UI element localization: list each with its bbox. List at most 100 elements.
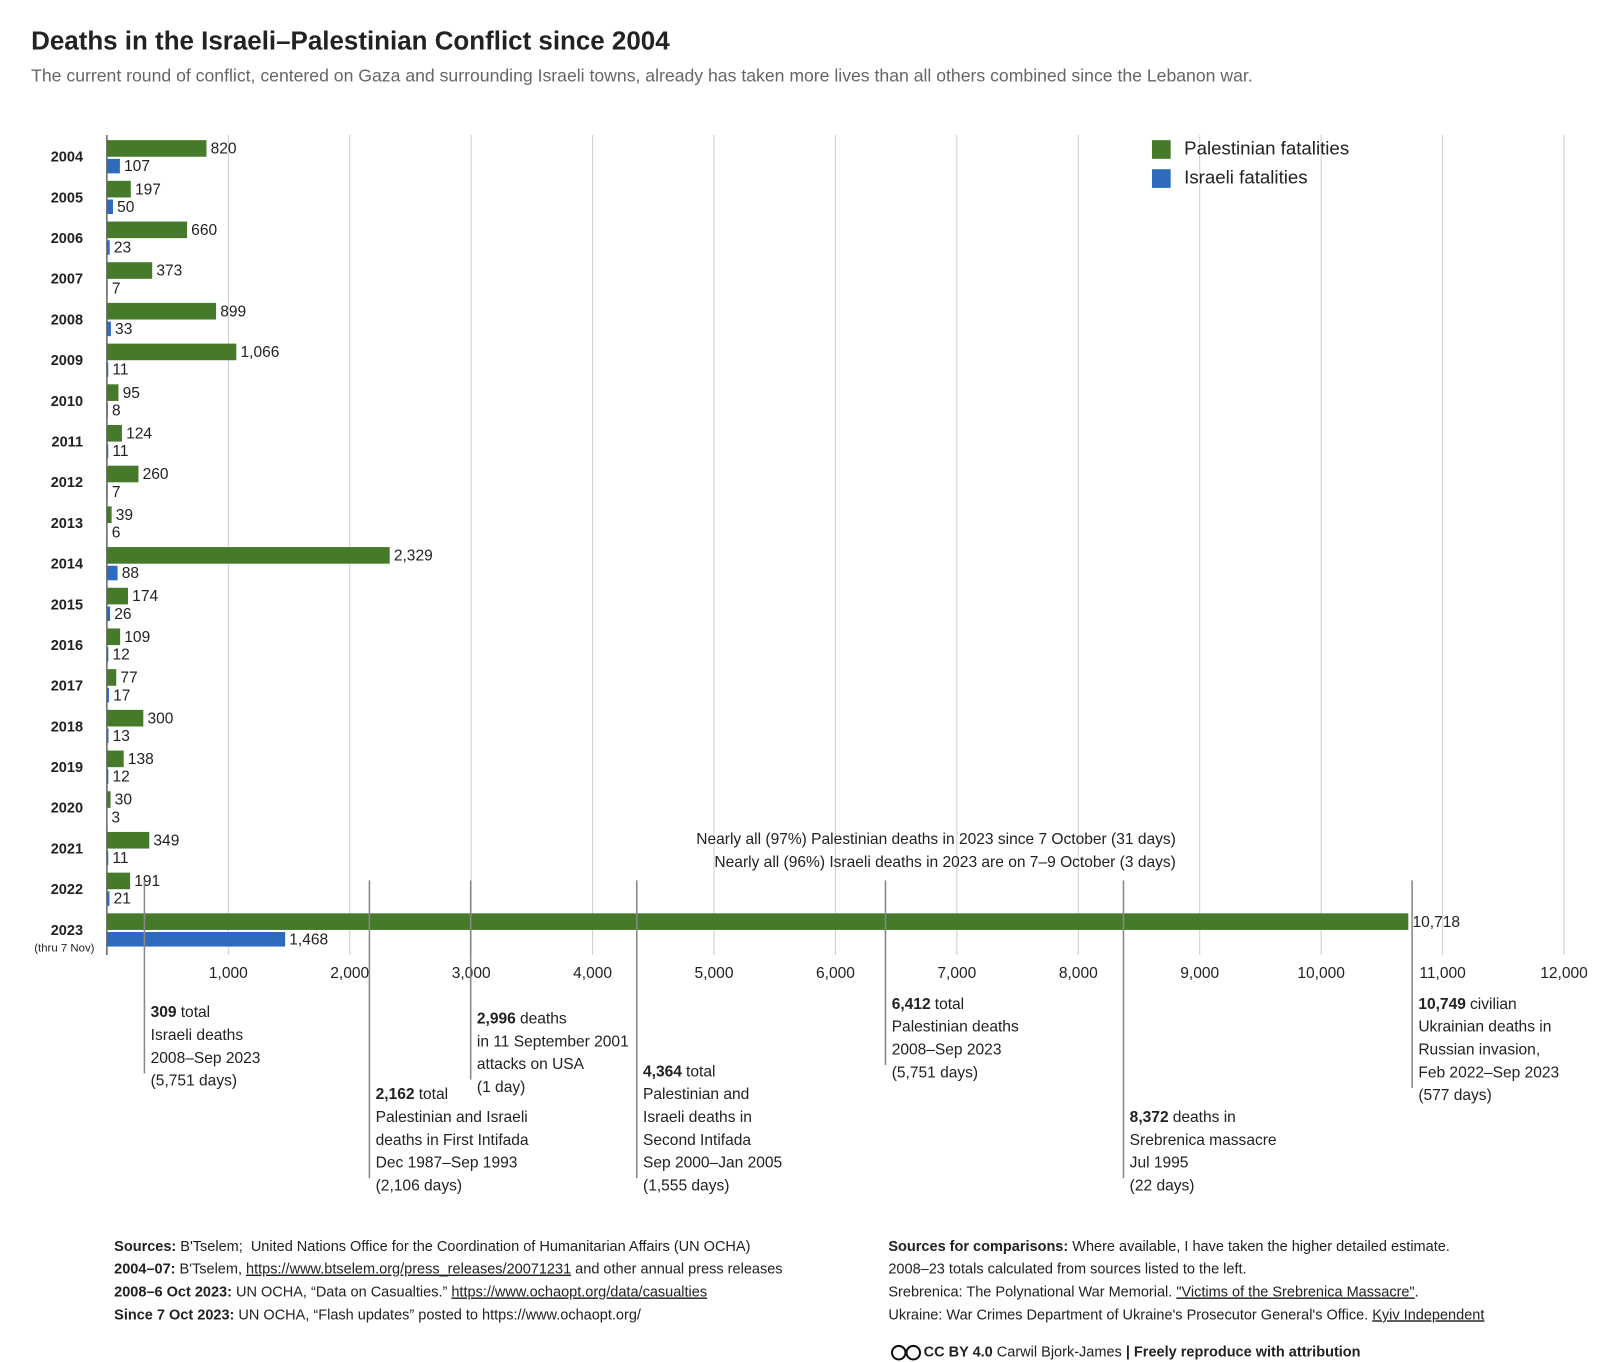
y-tick-label: 2004 [51, 150, 83, 166]
value-label: 260 [143, 466, 169, 483]
y-tick-label: 2011 [52, 434, 83, 450]
bar [106, 831, 150, 849]
footer-part: 2008–23 totals calculated from sources l… [888, 1261, 1246, 1277]
footer-part: Ukraine: War Crimes Department of Ukrain… [888, 1307, 1372, 1323]
bar [106, 565, 118, 581]
footer-part: "Victims of the Srebrenica Massacre" [1176, 1284, 1414, 1300]
comparison-line-text: civilian [1470, 996, 1517, 1013]
bar [106, 728, 109, 744]
bar [106, 221, 188, 239]
footer-text: 2004–07: B'Tselem, https://www.btselem.o… [114, 1261, 782, 1277]
y-tick-label: 2020 [51, 801, 83, 817]
comparison-value: 8,372 [1130, 1109, 1169, 1126]
cc-icon [890, 1344, 922, 1361]
comparison-line-text: Ukrainian deaths in [1418, 1019, 1551, 1036]
bar [106, 465, 139, 483]
chart-subtitle: The current round of conflict, centered … [31, 65, 1253, 85]
value-label: 138 [128, 751, 154, 768]
value-label: 300 [147, 710, 173, 727]
footer-text: Ukraine: War Crimes Department of Ukrain… [888, 1307, 1484, 1323]
legend-swatch [1151, 140, 1171, 159]
y-tick-label: 2007 [51, 272, 83, 288]
bar [106, 425, 122, 442]
comparison-line-text: Palestinian deaths [892, 1019, 1019, 1036]
comparison-value: 4,364 [643, 1063, 682, 1080]
comparison-text: 4,364 total Palestinian and Israeli deaths … [643, 1063, 782, 1194]
value-label: 124 [126, 425, 152, 442]
value-label: 12 [113, 769, 130, 786]
comparison-line-text: Feb 2022–Sep 2023 [1418, 1065, 1559, 1082]
bar [106, 140, 207, 157]
comparison-line-text: (1 day) [477, 1079, 525, 1096]
footer-part: | [1126, 1344, 1130, 1360]
comparison-line-text: total [181, 1004, 210, 1021]
y-tick-label: 2012 [51, 475, 83, 491]
value-label: 88 [122, 565, 139, 582]
bar [106, 547, 390, 564]
y-tick-label: 2005 [51, 190, 83, 206]
comparison-line-text: (5,751 days) [151, 1073, 237, 1090]
value-label: 349 [153, 832, 179, 849]
comparison-text: 2,996 deaths in 11 September 2001 attacks o… [477, 1011, 629, 1097]
legend-label: Palestinian fatalities [1184, 137, 1349, 158]
value-label: 899 [220, 303, 246, 320]
value-label: 50 [117, 199, 135, 216]
x-tick-label: 1,000 [209, 965, 248, 982]
y-tick-label: 2006 [51, 231, 83, 247]
bar [106, 443, 109, 459]
footer-text: Sources: B'Tselem; United Nations Office… [114, 1239, 750, 1255]
value-label: 12 [113, 647, 130, 664]
x-tick-label: 7,000 [937, 965, 976, 982]
comparison-line-text: 2008–Sep 2023 [151, 1050, 261, 1067]
value-label: 660 [191, 222, 217, 239]
footer-part: Kyiv Independent [1372, 1307, 1484, 1323]
footer-part: 2004–07: [114, 1261, 175, 1277]
value-label: 107 [124, 158, 150, 175]
y-tick-label: 2018 [51, 719, 83, 735]
y-tick-label: 2021 [51, 841, 83, 857]
bar [106, 525, 108, 540]
comparison-line-text: (577 days) [1418, 1087, 1491, 1104]
bar [106, 791, 111, 808]
footer-part: and other annual press releases [571, 1261, 782, 1277]
bar [106, 343, 237, 361]
value-label: 11 [112, 850, 128, 867]
bar [106, 158, 120, 174]
bar [106, 362, 109, 377]
bar [106, 199, 113, 215]
comparison-text: 2,162 total Palestinian and Israeli deaths … [376, 1086, 529, 1194]
bar [106, 402, 108, 418]
x-tick-label: 4,000 [573, 965, 612, 982]
footer-part: Sources for comparisons: [888, 1239, 1068, 1255]
comparison-line-text: Israeli deaths [151, 1027, 244, 1044]
footer-part: Freely reproduce with attribution [1130, 1344, 1361, 1360]
value-label: 1,468 [289, 931, 328, 948]
bar [106, 606, 111, 621]
footer-text: Since 7 Oct 2023: UN OCHA, “Flash update… [114, 1307, 642, 1323]
comparison-line-text: Palestinian and [643, 1086, 749, 1103]
comparison-line-text: Palestinian and Israeli [376, 1109, 528, 1126]
x-tick-label: 2,000 [330, 965, 369, 982]
x-tick-label: 12,000 [1540, 965, 1588, 982]
bar [106, 913, 1409, 930]
x-tick-label: 11,000 [1419, 965, 1466, 982]
bar [106, 669, 117, 686]
bar [106, 850, 109, 866]
value-label: 3 [111, 809, 120, 826]
bar [106, 321, 111, 337]
x-tick-label: 9,000 [1180, 965, 1219, 982]
comparison-text: 8,372 deaths in Srebrenica massacre Jul 199… [1130, 1109, 1277, 1195]
bar [106, 587, 129, 605]
x-tick-label: 8,000 [1059, 965, 1098, 982]
y-tick-label: 2008 [51, 312, 83, 328]
bar [106, 891, 110, 906]
footer-part: . [1415, 1284, 1419, 1300]
y-tick-label: 2017 [51, 679, 83, 695]
value-label: 7 [112, 484, 121, 501]
value-label: 820 [211, 141, 237, 158]
bar [106, 769, 109, 784]
x-tick-label: 5,000 [695, 965, 734, 982]
footer-part: https://www.ochaopt.org/data/casualties [451, 1284, 707, 1300]
comparison-line-text: 2008–Sep 2023 [892, 1042, 1002, 1059]
comparison-line-text: Jul 1995 [1130, 1155, 1189, 1172]
